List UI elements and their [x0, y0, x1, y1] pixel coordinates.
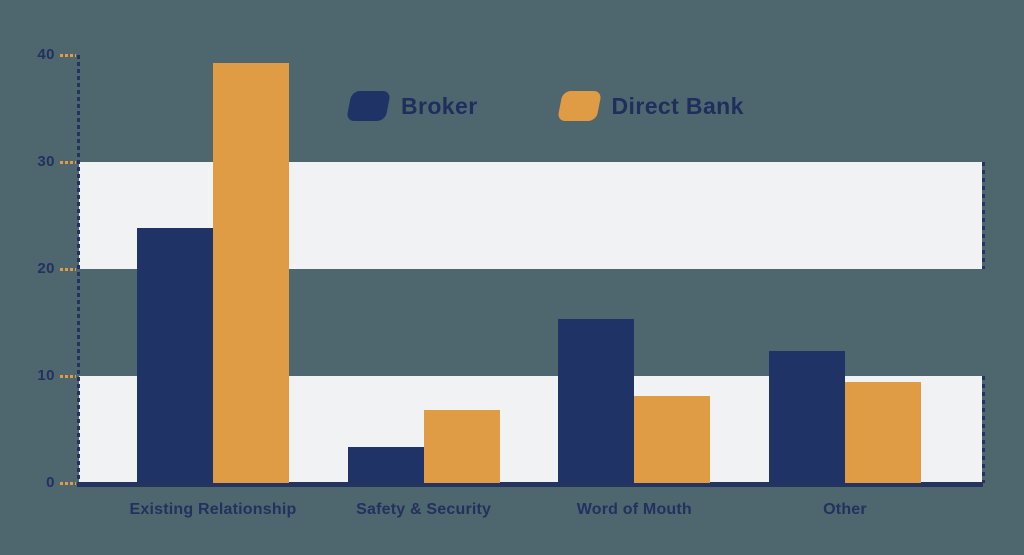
- legend: Broker Direct Bank: [346, 91, 744, 121]
- y-axis-line: [77, 55, 80, 483]
- y-axis-tick: [60, 482, 76, 485]
- plot-area: 0 10 20 30 40 Existing Relationship Safety & S…: [37, 46, 985, 518]
- bar-broker: [558, 319, 635, 483]
- y-tick-label: 20: [37, 260, 55, 277]
- bar-broker: [137, 228, 213, 483]
- legend-label-broker: Broker: [401, 92, 478, 119]
- bar-direct-bank: [634, 396, 711, 483]
- bar-broker: [769, 351, 845, 483]
- x-axis-line: [77, 482, 983, 487]
- legend-item-broker: Broker: [346, 91, 478, 121]
- legend-label-direct-bank: Direct Bank: [611, 92, 744, 119]
- x-category-label: Safety & Security: [356, 501, 492, 518]
- x-category-label: Other: [823, 501, 867, 518]
- bar-direct-bank: [213, 62, 289, 483]
- legend-swatch-broker: [346, 91, 391, 121]
- bar-broker: [347, 446, 424, 483]
- legend-item-direct-bank: Direct Bank: [556, 91, 744, 121]
- y-axis-tick: [60, 161, 76, 164]
- y-tick-label: 10: [37, 367, 55, 384]
- y-tick-label: 30: [37, 153, 55, 170]
- y-axis-tick: [60, 375, 76, 378]
- bar-direct-bank: [845, 382, 921, 483]
- bar-direct-bank: [423, 410, 500, 483]
- y-axis-tick: [60, 54, 76, 57]
- x-category-label: Word of Mouth: [576, 501, 692, 518]
- x-category-label: Existing Relationship: [129, 501, 297, 518]
- y-tick-label: 0: [46, 474, 55, 491]
- legend-swatch-direct-bank: [556, 91, 602, 121]
- y-axis-tick: [60, 268, 76, 271]
- y-tick-label: 40: [37, 46, 55, 63]
